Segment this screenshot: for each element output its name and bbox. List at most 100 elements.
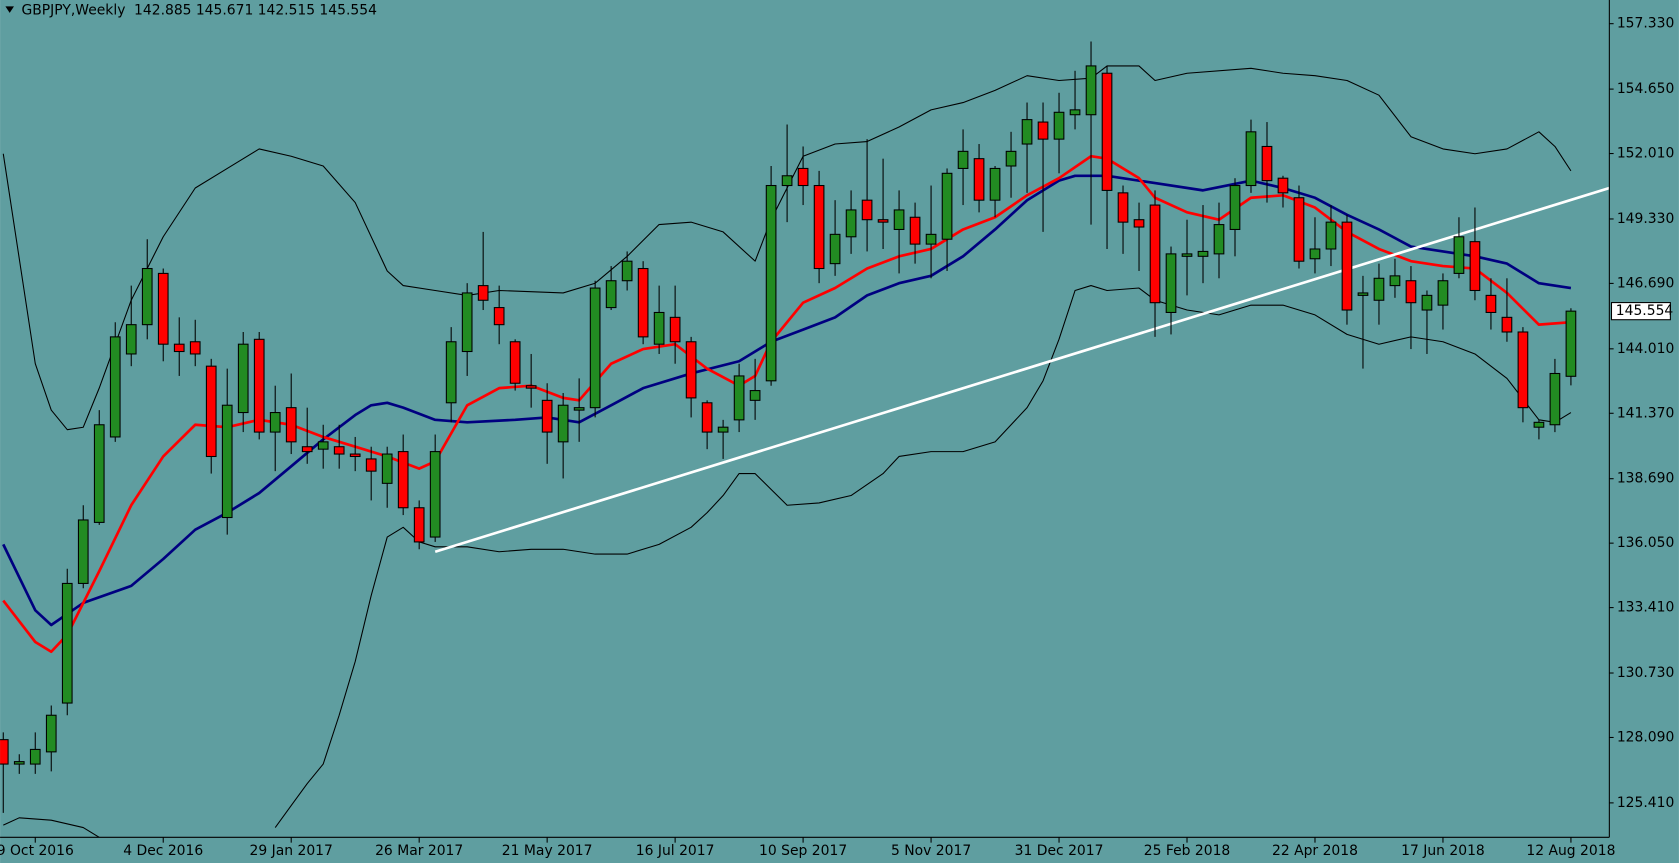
y-tick-label: 136.050 (1617, 535, 1675, 551)
candle-body (1245, 131, 1257, 187)
candle-body (1373, 277, 1385, 301)
chart-header: GBPJPY,Weekly 142.885 145.671 142.515 145.55… (21, 3, 377, 19)
last-low: 142.515 (258, 3, 316, 19)
indicator-line (3, 285, 1572, 838)
x-tick-label: 9 Oct 2016 (0, 843, 74, 859)
candle-body (1149, 204, 1161, 304)
candle-body (637, 267, 649, 338)
candle-body (461, 292, 473, 353)
y-tick-label: 157.330 (1617, 16, 1675, 32)
candle-body (1037, 121, 1049, 140)
last-open: 142.885 (134, 3, 192, 19)
y-tick-label: 141.370 (1617, 405, 1675, 421)
candle-body (253, 338, 265, 433)
candle-body (269, 412, 281, 433)
candle-body (669, 316, 681, 343)
candle-body (1565, 310, 1577, 377)
candle-body (1469, 241, 1481, 292)
x-tick-label: 31 Dec 2017 (1015, 843, 1104, 859)
candle-body (77, 519, 89, 584)
candle-body (1005, 150, 1017, 167)
candle-body (989, 167, 1001, 201)
candle-body (1325, 221, 1337, 250)
x-tick-label: 5 Nov 2017 (891, 843, 971, 859)
candle-body (621, 260, 633, 282)
axes: 157.330 154.650 152.010 149.330 146.690 144.0… (0, 16, 1674, 860)
candle-body (861, 199, 873, 221)
candle-body (1181, 253, 1193, 257)
candle-body (1261, 145, 1273, 182)
symbol-title: GBPJPY,Weekly (21, 3, 125, 19)
candle-body (493, 307, 505, 326)
candle-body (1165, 253, 1177, 313)
candle-body (509, 341, 521, 384)
candle-body (477, 285, 489, 301)
candle-body (1437, 280, 1449, 306)
candle-body (1421, 294, 1433, 311)
candle-body (333, 446, 345, 455)
candle-body (301, 446, 313, 453)
candle-body (93, 424, 105, 523)
candle-body (1533, 421, 1545, 428)
candle-body (237, 343, 249, 414)
candle-body (1501, 316, 1513, 333)
candle-body (29, 748, 41, 765)
candle-body (589, 287, 601, 409)
candle-body (973, 158, 985, 201)
candle-body (765, 184, 777, 382)
candle-body (1229, 184, 1241, 231)
y-tick-label: 144.010 (1617, 341, 1675, 357)
candle-body (925, 233, 937, 245)
menu-arrow[interactable] (5, 6, 14, 13)
candle-body (1069, 109, 1081, 116)
candle-body (397, 451, 409, 509)
price-label-box (1610, 302, 1671, 321)
candle-body (1101, 72, 1113, 191)
last-high: 145.671 (196, 3, 254, 19)
candle-body (653, 311, 665, 345)
x-tick-label: 12 Aug 2018 (1526, 843, 1615, 859)
x-tick-label: 4 Dec 2016 (123, 843, 203, 859)
x-tick-label: 22 Apr 2018 (1272, 843, 1358, 859)
y-tick-label: 149.330 (1617, 211, 1675, 227)
x-tick-label: 17 Jun 2018 (1401, 843, 1485, 859)
x-tick-label: 29 Jan 2017 (250, 843, 333, 859)
candle-body (1517, 331, 1529, 409)
candle-body (557, 404, 569, 443)
candle-body (1213, 224, 1225, 255)
candle-body (1357, 292, 1369, 296)
candle-body (205, 365, 217, 458)
x-tick-label: 21 May 2017 (502, 843, 593, 859)
candle-body (957, 150, 969, 169)
candle-body (893, 209, 905, 231)
plot-area (0, 41, 1610, 838)
y-tick-label: 154.650 (1617, 81, 1675, 97)
candle-body (1341, 221, 1353, 311)
candle-body (365, 458, 377, 472)
candle-body (157, 272, 169, 345)
candle-body (0, 739, 9, 765)
candle-body (1053, 111, 1065, 140)
candle-body (1549, 372, 1561, 426)
candle-body (541, 399, 553, 433)
candle-body (813, 184, 825, 270)
last-close: 145.554 (319, 3, 377, 19)
y-tick-label: 128.090 (1617, 729, 1675, 745)
candle-body (1453, 236, 1465, 274)
candle-body (701, 402, 713, 433)
candle-body (733, 375, 745, 421)
candle-body (525, 385, 537, 389)
candle-body (781, 175, 793, 187)
candle-body (1117, 192, 1129, 223)
candle-body (573, 407, 585, 411)
y-tick-label: 138.690 (1617, 471, 1675, 487)
candle-body (285, 407, 297, 443)
candle-body (125, 324, 137, 355)
candle-body (61, 582, 73, 704)
candle-body (13, 761, 25, 765)
y-tick-label: 152.010 (1617, 146, 1675, 162)
y-tick-label: 125.410 (1617, 795, 1675, 811)
x-tick-label: 10 Sep 2017 (759, 843, 847, 859)
candle-body (1277, 177, 1289, 194)
